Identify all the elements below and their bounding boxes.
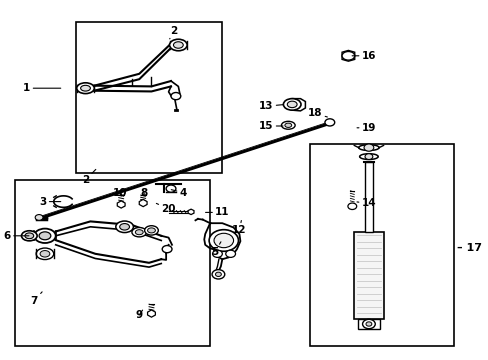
Text: 1: 1 — [23, 83, 61, 93]
Polygon shape — [341, 50, 354, 61]
Circle shape — [214, 233, 233, 248]
Ellipse shape — [132, 228, 146, 237]
Text: 15: 15 — [259, 121, 283, 131]
Text: 5: 5 — [211, 242, 221, 257]
Text: 11: 11 — [205, 207, 229, 217]
Circle shape — [162, 246, 172, 253]
Ellipse shape — [285, 123, 291, 127]
Ellipse shape — [39, 232, 51, 240]
Circle shape — [212, 270, 224, 279]
Bar — [357, 319, 379, 329]
Polygon shape — [117, 201, 125, 208]
Text: 8: 8 — [140, 188, 147, 198]
Circle shape — [364, 154, 372, 159]
Polygon shape — [188, 209, 194, 215]
Ellipse shape — [169, 39, 187, 51]
Ellipse shape — [281, 121, 295, 129]
Text: 12: 12 — [232, 221, 246, 235]
Text: 16: 16 — [351, 51, 375, 61]
Text: 14: 14 — [356, 198, 375, 208]
Text: 10: 10 — [112, 188, 127, 198]
Circle shape — [225, 250, 235, 257]
Ellipse shape — [120, 224, 129, 230]
Bar — [353, 232, 383, 319]
Text: – 17: – 17 — [456, 243, 481, 253]
Circle shape — [215, 272, 221, 276]
Text: 20: 20 — [156, 203, 176, 214]
Ellipse shape — [173, 42, 183, 48]
Ellipse shape — [40, 251, 50, 257]
Polygon shape — [147, 310, 155, 317]
Ellipse shape — [359, 154, 377, 159]
Ellipse shape — [283, 99, 301, 110]
Text: 2: 2 — [81, 170, 96, 185]
Text: 2: 2 — [169, 26, 177, 39]
Text: 13: 13 — [259, 101, 283, 111]
Polygon shape — [292, 99, 305, 111]
Text: 4: 4 — [171, 188, 186, 198]
Text: 3: 3 — [40, 197, 61, 207]
Text: 18: 18 — [307, 108, 326, 118]
Polygon shape — [139, 199, 147, 207]
Ellipse shape — [358, 145, 378, 150]
Circle shape — [166, 185, 176, 192]
Ellipse shape — [34, 229, 56, 243]
Circle shape — [363, 144, 373, 151]
Ellipse shape — [21, 231, 37, 241]
Ellipse shape — [144, 226, 158, 235]
Text: 9: 9 — [136, 310, 142, 320]
Ellipse shape — [25, 233, 34, 239]
Circle shape — [171, 93, 181, 100]
Text: 7: 7 — [30, 292, 42, 306]
Ellipse shape — [287, 101, 297, 108]
Ellipse shape — [341, 51, 354, 60]
Text: 6: 6 — [4, 231, 29, 241]
Ellipse shape — [77, 83, 94, 94]
Circle shape — [212, 250, 222, 257]
Circle shape — [35, 215, 43, 220]
Ellipse shape — [81, 85, 90, 91]
Circle shape — [365, 322, 371, 326]
Bar — [76, 22, 222, 173]
Ellipse shape — [147, 228, 155, 233]
Circle shape — [362, 319, 374, 329]
Circle shape — [209, 230, 238, 251]
Bar — [15, 180, 210, 346]
Circle shape — [347, 203, 356, 210]
Text: 19: 19 — [356, 123, 375, 133]
Ellipse shape — [116, 221, 133, 233]
Ellipse shape — [135, 230, 143, 235]
Circle shape — [325, 119, 334, 126]
Bar — [310, 144, 453, 346]
Bar — [364, 162, 372, 232]
Ellipse shape — [36, 248, 54, 260]
